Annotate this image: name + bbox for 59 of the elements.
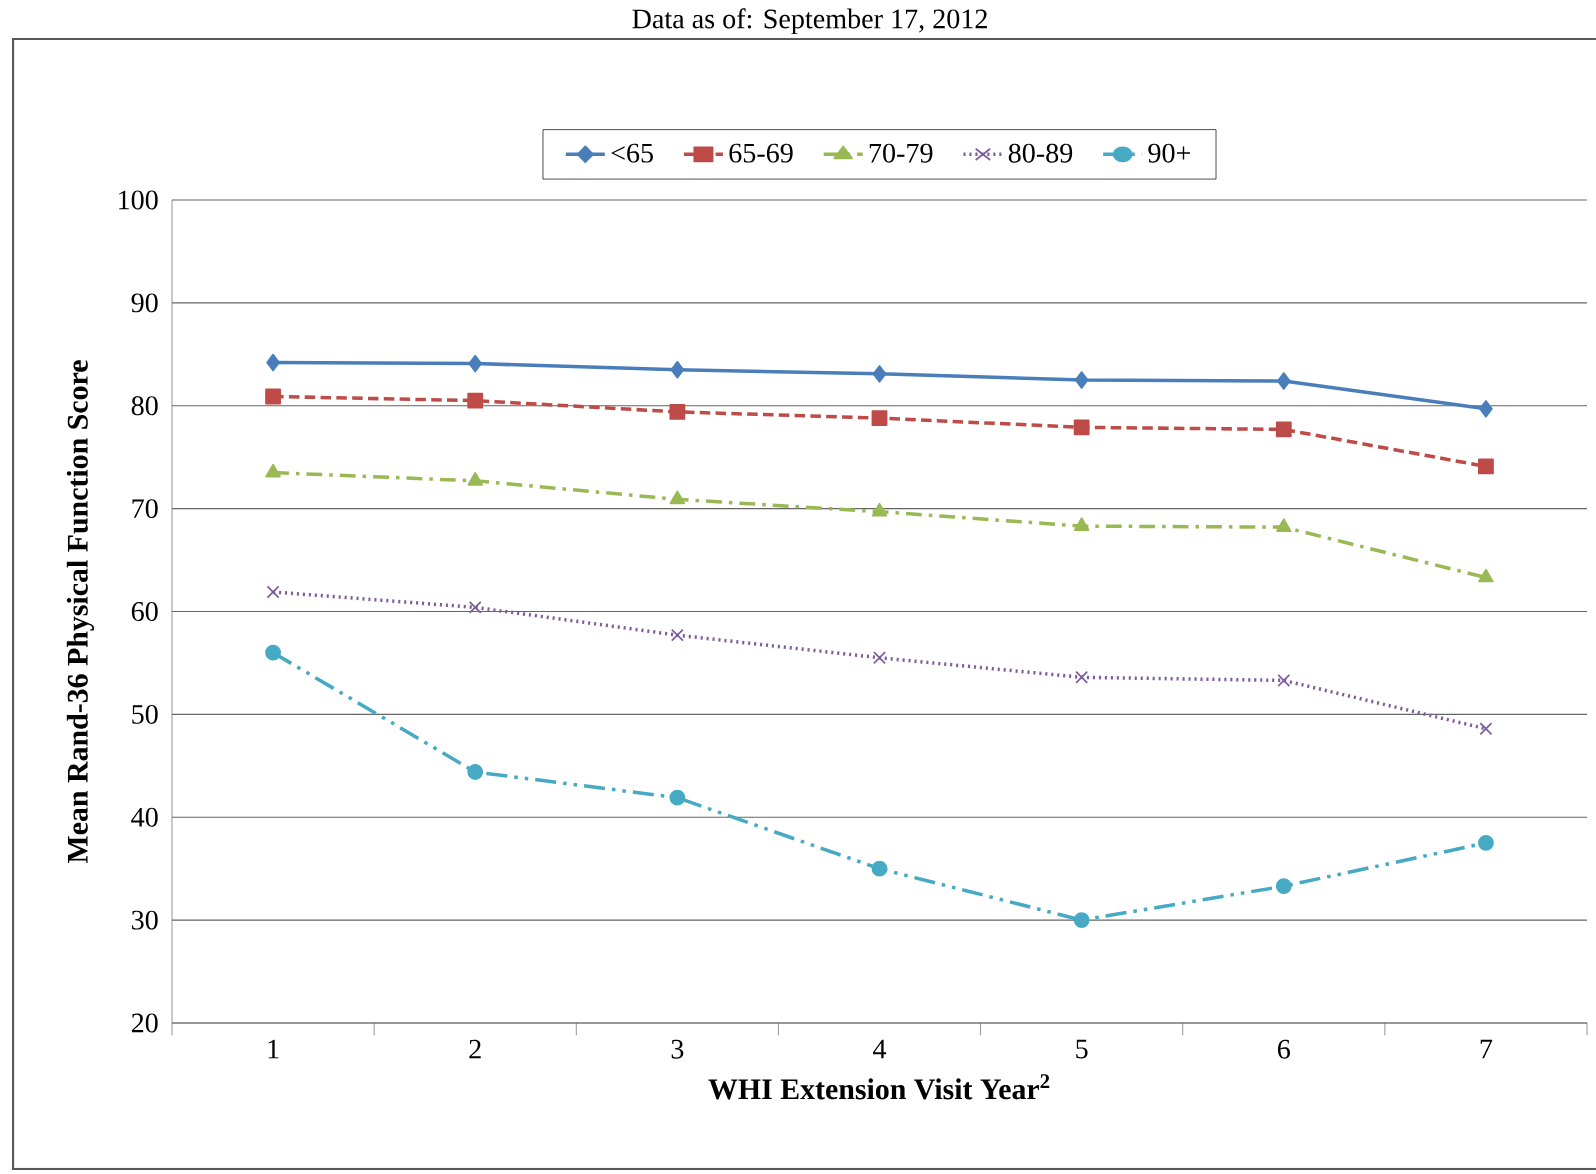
- y-tick-label: 90: [131, 293, 158, 313]
- point: [1275, 421, 1292, 438]
- point: [1277, 673, 1291, 687]
- x-tick-label: 1: [268, 1039, 279, 1059]
- point: [1479, 400, 1493, 418]
- y-tick-label: 20: [131, 1013, 158, 1033]
- x-tick-label: 3: [671, 1039, 684, 1059]
- point: [669, 404, 686, 420]
- point: [1073, 419, 1090, 436]
- y-tick-label: 80: [131, 396, 158, 416]
- point: [669, 789, 686, 806]
- chart-subtitle: Data as of: September 17, 2012: [632, 8, 987, 35]
- point: [467, 392, 484, 409]
- point: [871, 410, 888, 426]
- point: [1074, 371, 1089, 389]
- legend-label: 90+: [1148, 143, 1191, 163]
- x-tick-label: 4: [873, 1039, 887, 1059]
- point: [871, 860, 888, 877]
- point: [1075, 670, 1089, 684]
- y-tick-label: 100: [119, 190, 158, 210]
- point: [1276, 518, 1292, 532]
- y-tick-label: 40: [131, 807, 158, 827]
- point: [872, 365, 887, 383]
- point: [669, 490, 686, 505]
- point: [1073, 517, 1090, 531]
- legend-label: <65: [611, 143, 653, 163]
- point: [467, 472, 483, 486]
- x-tick-label: 7: [1480, 1039, 1493, 1059]
- x-tick-label: 6: [1277, 1039, 1290, 1059]
- y-axis-title: Mean Rand-36 Physical Function Score: [66, 360, 94, 863]
- point: [1479, 722, 1493, 736]
- point: [265, 463, 281, 478]
- y-tick-label: 30: [132, 910, 158, 930]
- point: [670, 628, 684, 642]
- point: [1478, 458, 1494, 475]
- point: [266, 585, 280, 599]
- point: [468, 354, 483, 373]
- point: [871, 502, 888, 517]
- point: [265, 644, 281, 661]
- y-tick-label: 60: [131, 602, 158, 621]
- y-tick-label: 70: [132, 499, 158, 519]
- legend-label: 65-69: [729, 143, 793, 163]
- legend-label: 80-89: [1008, 143, 1073, 163]
- point: [266, 353, 280, 372]
- point: [1275, 878, 1292, 895]
- point: [1478, 835, 1494, 851]
- y-tick-label: 50: [132, 704, 158, 724]
- point: [670, 360, 685, 379]
- x-axis-title: WHI Extension Visit Year$^{2}$: [708, 1074, 1050, 1100]
- x-tick-label: 2: [469, 1039, 481, 1059]
- point: [1276, 372, 1291, 390]
- point: [873, 651, 886, 665]
- point: [1478, 568, 1494, 583]
- legend-label: 70-79: [869, 143, 933, 163]
- point: [468, 600, 482, 614]
- x-tick-label: 5: [1076, 1039, 1088, 1059]
- point: [467, 764, 484, 780]
- point: [1073, 912, 1090, 929]
- point: [265, 388, 281, 405]
